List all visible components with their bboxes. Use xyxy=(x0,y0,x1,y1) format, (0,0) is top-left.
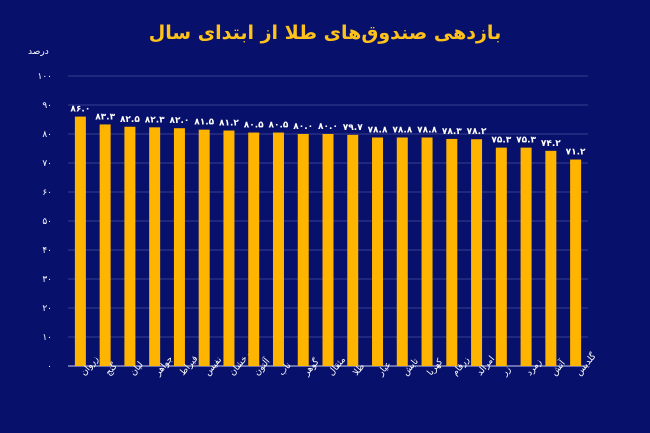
y-tick-label: ۳۰ xyxy=(42,275,52,285)
bar xyxy=(446,138,458,366)
bar xyxy=(421,137,433,366)
value-label: ۷۸.۲ xyxy=(467,127,487,137)
bar xyxy=(272,132,284,366)
value-label: ۷۴.۲ xyxy=(541,139,561,149)
y-axis-label: درصد xyxy=(28,47,49,57)
value-label: ۷۸.۸ xyxy=(392,125,412,135)
bar xyxy=(347,134,359,366)
y-tick-label: ۱۰ xyxy=(42,333,52,343)
bar xyxy=(74,116,86,366)
y-tick-label: ۱۰۰ xyxy=(37,72,52,82)
bar xyxy=(248,132,260,366)
bar xyxy=(396,137,408,366)
value-label: ۸۲.۳ xyxy=(145,115,165,125)
value-label: ۷۵.۳ xyxy=(516,136,536,146)
value-label: ۸۲.۵ xyxy=(120,115,140,125)
bar xyxy=(124,126,136,366)
y-tick-label: ۸۰ xyxy=(42,130,52,140)
bar xyxy=(173,128,185,366)
bar xyxy=(99,124,111,367)
x-tick-label: زر xyxy=(499,365,513,379)
y-tick-label: ۴۰ xyxy=(42,246,52,256)
bar xyxy=(520,147,532,366)
value-label: ۷۸.۸ xyxy=(368,125,388,135)
bar xyxy=(570,159,582,366)
bar xyxy=(297,134,309,366)
y-tick-label: ۶۰ xyxy=(42,188,52,198)
value-label: ۸۰.۰ xyxy=(318,122,338,132)
value-label: ۷۸.۸ xyxy=(417,125,437,135)
bar xyxy=(223,130,235,366)
y-tick-label: ۰ xyxy=(47,362,52,372)
bar xyxy=(198,129,210,366)
value-label: ۸۰.۵ xyxy=(269,121,289,131)
chart-title: بازدهی صندوق‌های طلا از ابتدای سال xyxy=(148,22,502,44)
value-label: ۸۳.۳ xyxy=(95,112,115,122)
value-label: ۸۰.۰ xyxy=(293,122,313,132)
value-label: ۷۸.۳ xyxy=(442,127,462,137)
value-label: ۷۵.۳ xyxy=(491,136,511,146)
value-label: ۸۱.۵ xyxy=(194,118,214,128)
y-tick-label: ۹۰ xyxy=(42,101,52,111)
bar xyxy=(471,139,483,366)
value-label: ۸۱.۲ xyxy=(219,119,239,129)
value-label: ۸۶.۰ xyxy=(70,105,90,115)
bar xyxy=(149,127,161,366)
y-tick-label: ۷۰ xyxy=(42,159,52,169)
value-label: ۷۱.۲ xyxy=(566,148,586,158)
value-label: ۸۲.۰ xyxy=(169,116,189,126)
bar xyxy=(322,134,334,366)
value-label: ۸۰.۵ xyxy=(244,121,264,131)
bar xyxy=(372,137,384,366)
bar xyxy=(495,147,507,366)
value-label: ۷۹.۷ xyxy=(343,123,363,133)
y-tick-label: ۲۰ xyxy=(42,304,52,314)
y-tick-label: ۵۰ xyxy=(42,217,52,227)
bar xyxy=(545,150,557,366)
